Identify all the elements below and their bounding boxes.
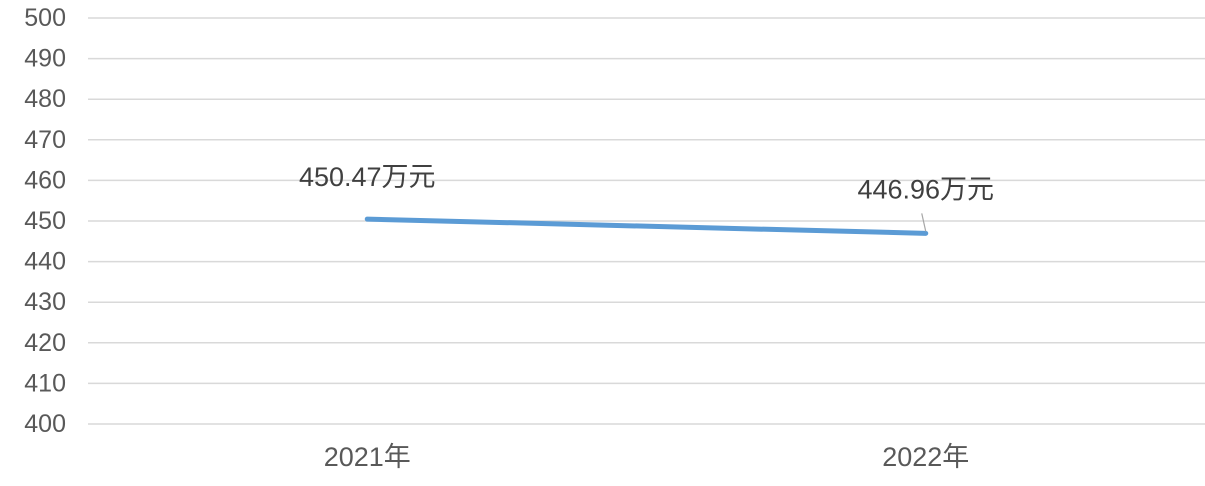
y-tick-label: 480 — [24, 85, 66, 113]
y-axis-tick-labels: 400 410 420 430 440 450 460 470 480 490 500 — [24, 4, 66, 438]
series-line — [364, 216, 929, 236]
x-tick-label: 2022年 — [882, 442, 969, 472]
y-tick-label: 420 — [24, 329, 66, 357]
x-axis-tick-labels: 2021年 2022年 — [324, 442, 970, 472]
series-layer — [364, 216, 929, 236]
y-tick-label: 470 — [24, 126, 66, 154]
y-tick-label: 450 — [24, 207, 66, 235]
x-tick-label: 2021年 — [324, 442, 411, 472]
y-tick-label: 410 — [24, 369, 66, 397]
data-label-leader-line — [921, 213, 927, 232]
gridlines — [88, 17, 1205, 425]
data-label: 446.96万元 — [857, 174, 994, 204]
y-tick-label: 400 — [24, 410, 66, 438]
y-tick-label: 500 — [24, 4, 66, 32]
data-labels: 450.47万元 446.96万元 — [299, 162, 994, 232]
y-tick-label: 440 — [24, 248, 66, 276]
data-label: 450.47万元 — [299, 162, 436, 192]
y-tick-label: 460 — [24, 166, 66, 194]
y-tick-label: 490 — [24, 45, 66, 73]
y-tick-label: 430 — [24, 288, 66, 316]
